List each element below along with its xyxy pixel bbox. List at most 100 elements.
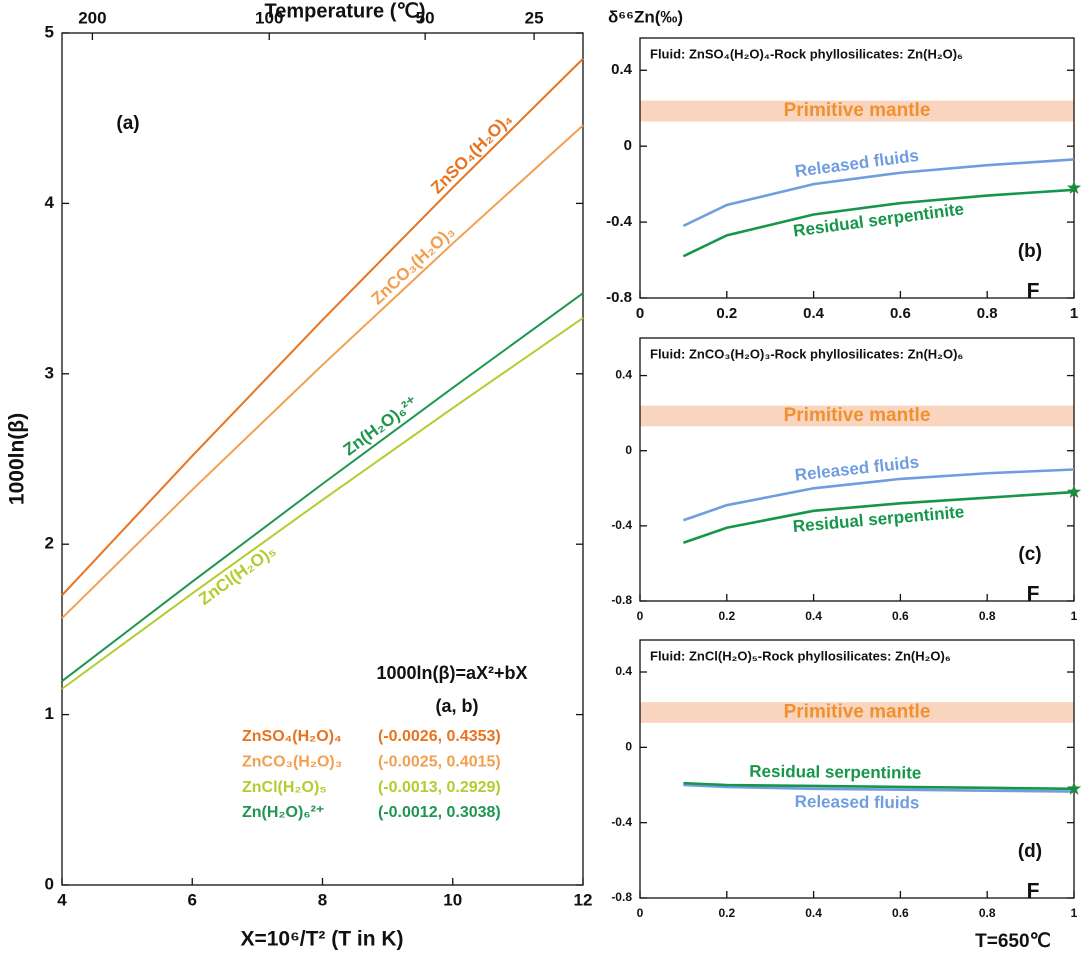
- y-tick-label: 0: [625, 740, 632, 754]
- star-marker: [1066, 484, 1082, 499]
- y-tick-label: 0: [624, 137, 632, 154]
- x-axis-label: F: [1027, 280, 1040, 303]
- y-tick-label: -0.4: [611, 815, 632, 829]
- plot-frame: [639, 37, 1075, 299]
- y-tick-label: 2: [45, 534, 54, 553]
- x-tick-label: 1: [1071, 609, 1078, 623]
- x-tick-label: 0.2: [716, 305, 737, 322]
- series-label: Released fluids: [794, 146, 920, 181]
- x-tick-label: 10: [443, 890, 462, 909]
- x-tick-label: 8: [318, 890, 327, 909]
- y-tick-label: 1: [45, 704, 54, 723]
- legend-coefficients: (-0.0025, 0.4015): [378, 754, 501, 771]
- star-marker: [1066, 781, 1082, 795]
- x-axis-label: F: [1027, 583, 1040, 606]
- series-line: [682, 188, 1075, 258]
- y-tick-label: -0.8: [611, 890, 632, 904]
- star-marker: [1066, 180, 1082, 194]
- series-label: Residual serpentinite: [792, 502, 965, 536]
- series-line: [682, 158, 1075, 228]
- y-tick-label: -0.4: [606, 213, 633, 230]
- y-tick-label: -0.8: [611, 593, 632, 607]
- panel-label: (b): [1018, 241, 1042, 262]
- legend-name: ZnSO₄(H₂O)₄: [242, 728, 342, 745]
- legend-coefficients: (-0.0026, 0.4353): [378, 728, 501, 745]
- x-axis-label: X=10⁶/T² (T in K): [240, 928, 403, 951]
- coefficient-header: (a, b): [436, 696, 479, 716]
- series-line: [61, 292, 584, 682]
- y-tick-label: 4: [45, 193, 55, 212]
- annotation: T=650℃: [975, 931, 1051, 952]
- x-tick-label: 0.6: [892, 906, 909, 920]
- x-tick-label: 0.4: [805, 906, 822, 920]
- y-axis-label: 1000ln(β): [6, 413, 29, 505]
- band-label: Primitive mantle: [784, 702, 931, 723]
- series-line: [683, 783, 1075, 793]
- x-tick-label: 0.2: [718, 609, 735, 623]
- x-tick-label: 0.4: [803, 305, 825, 322]
- series-line: [683, 781, 1075, 791]
- x-tick-label: 1: [1071, 906, 1078, 920]
- panel-label: (d): [1018, 841, 1042, 862]
- y-tick-label: 0: [625, 443, 632, 457]
- y-tick-label: 0.4: [611, 61, 633, 78]
- x2-tick-label: 200: [78, 8, 106, 27]
- x-tick-label: 0.6: [890, 305, 911, 322]
- x-tick-label: 0.8: [979, 906, 996, 920]
- x-tick-label: 0.8: [977, 305, 998, 322]
- x-tick-label: 0: [637, 906, 644, 920]
- plot-frame: [639, 639, 1075, 899]
- series-line: [61, 317, 584, 690]
- y-tick-label: 3: [45, 363, 54, 382]
- y-tick-label: -0.8: [606, 289, 632, 306]
- y-tick-label: 0.4: [615, 368, 632, 382]
- legend-name: Zn(H₂O)₆²⁺: [242, 804, 324, 821]
- y-tick-label: -0.4: [611, 518, 632, 532]
- legend-coefficients: (-0.0012, 0.3038): [378, 804, 501, 821]
- x-tick-label: 0.8: [979, 609, 996, 623]
- x-tick-label: 4: [57, 890, 67, 909]
- x-tick-label: 12: [574, 890, 593, 909]
- x2-tick-label: 100: [255, 8, 283, 27]
- series-label: Released fluids: [795, 792, 920, 812]
- panel-label: (c): [1018, 544, 1041, 565]
- series-label: Residual serpentinite: [749, 762, 921, 783]
- series-label: ZnCO₃(H₂O)₃: [368, 222, 459, 308]
- legend-name: ZnCO₃(H₂O)₃: [242, 754, 342, 771]
- x-axis-label: F: [1027, 880, 1040, 903]
- legend-name: ZnCl(H₂O)₅: [242, 779, 327, 796]
- series-line: [61, 58, 584, 597]
- x-tick-label: 6: [188, 890, 197, 909]
- series-line: [682, 490, 1075, 544]
- series-label: ZnSO₄(H₂O)₄: [427, 110, 516, 198]
- x-tick-label: 1: [1070, 305, 1078, 322]
- series-line: [682, 468, 1075, 522]
- series-label: Zn(H₂O)₆²⁺: [340, 392, 422, 459]
- x-tick-label: 0.6: [892, 609, 909, 623]
- equation: 1000ln(β)=aX²+bX: [376, 663, 527, 683]
- x-tick-label: 0.2: [718, 906, 735, 920]
- y-tick-label: 0: [45, 874, 54, 893]
- y-axis-label: δ⁶⁶Zn(‰): [608, 7, 683, 26]
- reference-band: [640, 702, 1074, 723]
- reference-band: [640, 405, 1074, 427]
- x-tick-label: 0: [636, 305, 644, 322]
- panel-subtitle: Fluid: ZnSO₄(H₂O)₄-Rock phyllosilicates:…: [650, 46, 963, 61]
- x-tick-label: 0.4: [805, 609, 822, 623]
- x2-tick-label: 50: [416, 8, 435, 27]
- band-label: Primitive mantle: [784, 100, 931, 121]
- panel-subtitle: Fluid: ZnCl(H₂O)₅-Rock phyllosilicates: …: [650, 648, 951, 663]
- x2-axis-label: Temperature (℃): [264, 0, 425, 22]
- y-tick-label: 5: [45, 22, 54, 41]
- panel-label: (a): [116, 113, 139, 134]
- band-label: Primitive mantle: [784, 405, 931, 426]
- reference-band: [640, 100, 1074, 122]
- series-label: ZnCl(H₂O)₅: [195, 541, 279, 609]
- panel-subtitle: Fluid: ZnCO₃(H₂O)₃-Rock phyllosilicates:…: [650, 346, 963, 361]
- x2-tick-label: 25: [525, 8, 544, 27]
- x-tick-label: 0: [637, 609, 644, 623]
- series-line: [61, 124, 584, 619]
- y-tick-label: 0.4: [615, 664, 632, 678]
- legend-coefficients: (-0.0013, 0.2929): [378, 779, 501, 796]
